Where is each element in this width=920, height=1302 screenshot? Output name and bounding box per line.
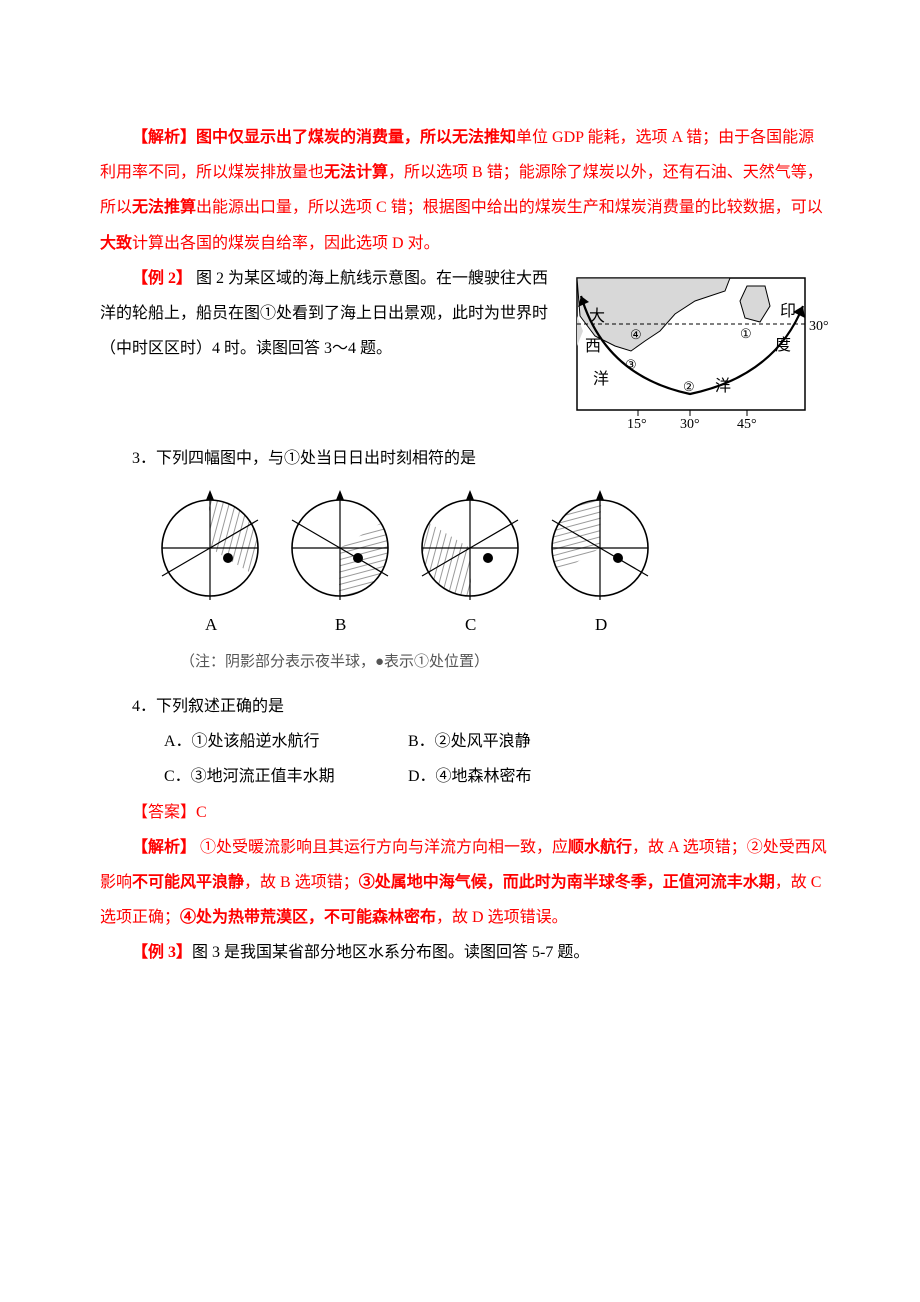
svg-text:印: 印 xyxy=(780,302,796,320)
map-pt4: ④ xyxy=(630,327,642,342)
analysis2-label: 【解析】 xyxy=(132,839,196,856)
q4-stem: 4．下列叙述正确的是 xyxy=(100,689,830,724)
t-roughly: 大致 xyxy=(100,235,132,252)
a2-t2b: 不可能风平浪静 xyxy=(132,874,244,891)
analysis1-label: 【解析】图中仅显示出了煤炭的消费量，所以 xyxy=(132,129,452,146)
t-cannot-infer: 无法推知 xyxy=(452,129,516,146)
a2-t1: ①处受暖流影响且其运行方向与洋流方向相一致，应 xyxy=(196,839,568,856)
svg-text:30°: 30° xyxy=(680,417,700,431)
q3-stem: 3．下列四幅图中，与①处当日日出时刻相符的是 xyxy=(100,441,830,476)
svg-text:A: A xyxy=(205,615,218,634)
a2-t3: ③处属地中海气候，而此时为南半球冬季，正值河流丰水期 xyxy=(359,874,775,891)
t-cannot-calc: 无法计算 xyxy=(324,164,388,181)
svg-text:大: 大 xyxy=(589,307,605,325)
svg-text:度: 度 xyxy=(775,336,791,354)
map-figure: ① ② ③ ④ 大 西 洋 印 度 洋 30° 15° 30° 45° xyxy=(575,276,830,431)
svg-text:C: C xyxy=(465,615,476,634)
a2-t2c: ，故 B 选项错； xyxy=(244,874,359,891)
t-cannot-est: 无法推算 xyxy=(132,199,196,216)
q4-opt-b: B．②处风平浪静 xyxy=(376,724,531,759)
a2-t4c: ，故 D 选项错误。 xyxy=(436,909,568,926)
example3-body: 图 3 是我国某省部分地区水系分布图。读图回答 5-7 题。 xyxy=(192,944,589,961)
svg-text:洋: 洋 xyxy=(715,377,731,395)
a2-t1c: ，故 A 选项错； xyxy=(632,839,747,856)
map-pt1: ① xyxy=(740,326,752,341)
a1-t7: 出能源出口量，所以选项 C 错；根据图中给出的煤炭生产和煤炭消费量的比较数据，可… xyxy=(196,199,823,216)
q4-opt-d: D．④地森林密布 xyxy=(376,759,532,794)
svg-text:15°: 15° xyxy=(627,417,647,431)
answer-label: 【答案】C xyxy=(132,804,207,821)
svg-text:洋: 洋 xyxy=(593,370,609,388)
diagram-note: （注：阴影部分表示夜半球，●表示①处位置） xyxy=(180,646,830,679)
svg-text:D: D xyxy=(595,615,607,634)
map-pt2: ② xyxy=(683,379,695,394)
example3-label: 【例 3】 xyxy=(132,944,192,961)
a2-t1b: 顺水航行 xyxy=(568,839,632,856)
svg-text:45°: 45° xyxy=(737,417,757,431)
a1-t9: 计算出各国的煤炭自给率，因此选项 D 对。 xyxy=(132,235,440,252)
svg-text:西: 西 xyxy=(585,338,601,355)
example2-label: 【例 2】 xyxy=(132,270,192,287)
q4-opt-a: A．①处该船逆水航行 xyxy=(132,724,372,759)
map-pt3: ③ xyxy=(625,357,637,372)
svg-text:B: B xyxy=(335,615,346,634)
svg-text:30°: 30° xyxy=(809,319,829,334)
q4-opt-c: C．③地河流正值丰水期 xyxy=(132,759,372,794)
a2-t4: ④处为热带荒漠区，不可能森林密布 xyxy=(180,909,436,926)
q3-diagrams: A B C xyxy=(150,490,830,640)
